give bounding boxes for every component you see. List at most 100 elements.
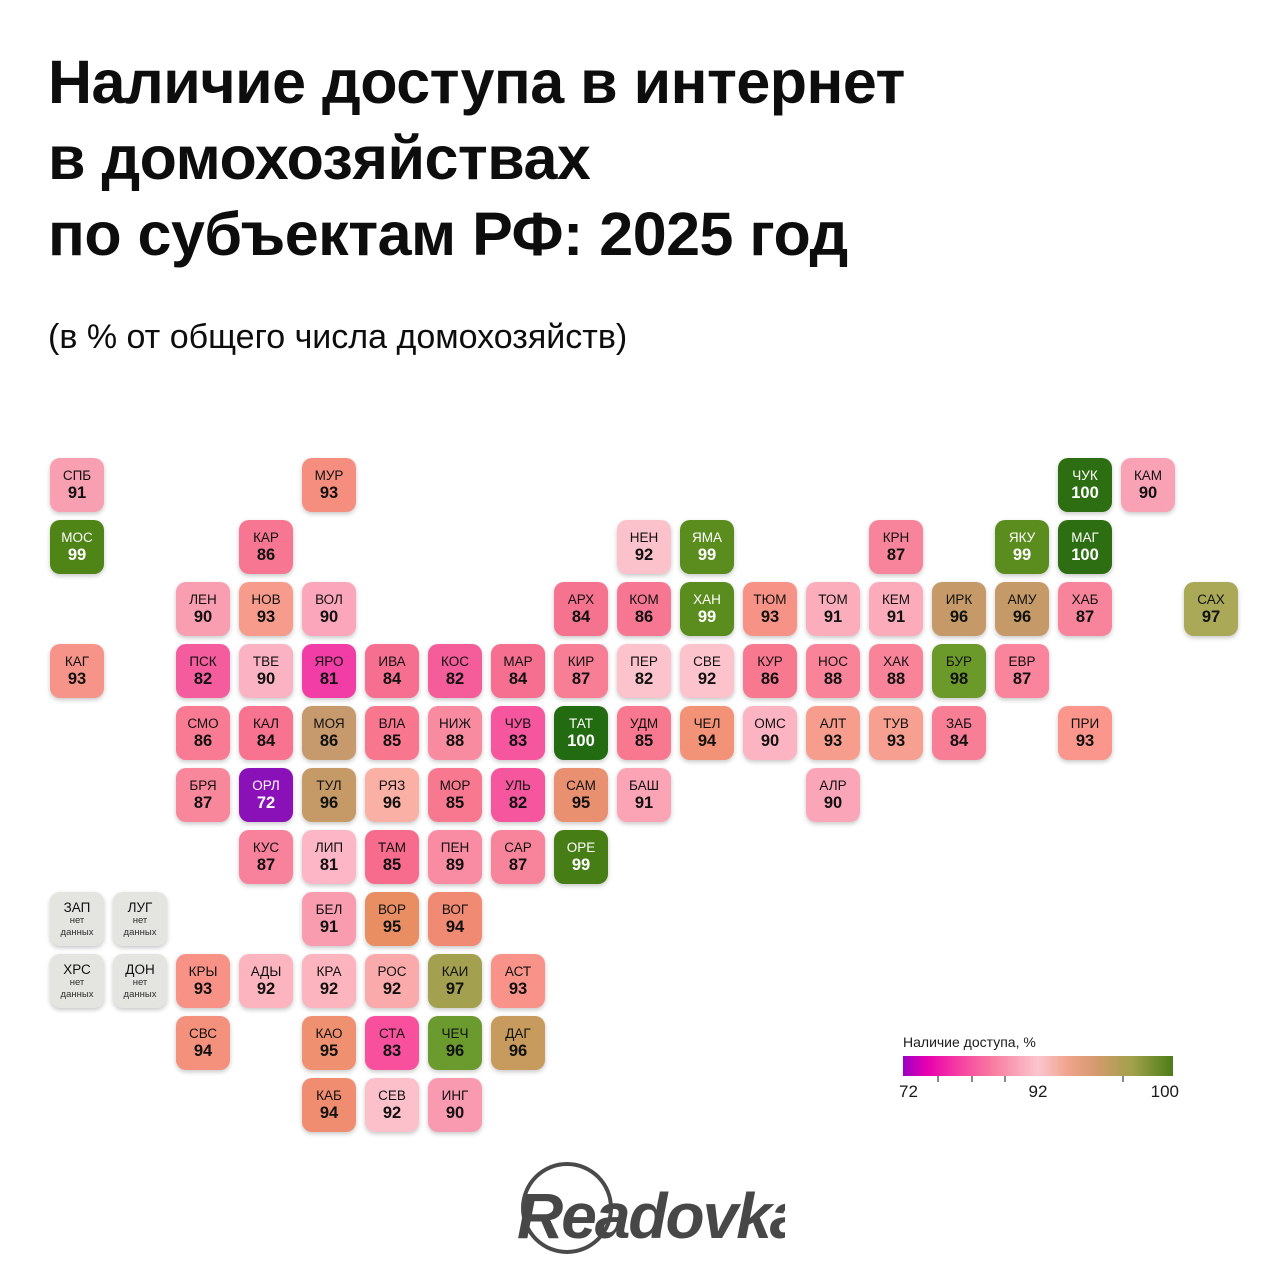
region-code: ЧУК [1072,468,1098,483]
region-code: КУС [252,840,280,855]
region-code: ДОН [125,962,155,977]
region-tile-МОС: МОС 99 [50,520,104,574]
region-tile-ЕВР: ЕВР 87 [995,644,1049,698]
region-value: 82 [193,670,213,688]
region-tile-СМО: СМО 86 [176,706,230,760]
region-code: ЗАБ [945,716,973,731]
region-code: СВС [188,1026,218,1041]
region-tile-ЧЕЧ: ЧЕЧ 96 [428,1016,482,1070]
region-tile-КУС: КУС 87 [239,830,293,884]
region-value: 93 [1075,732,1095,750]
region-value: 95 [571,794,591,812]
region-code: АРХ [567,592,595,607]
region-code: КАМ [1133,468,1163,483]
no-data-label: нет [69,977,85,988]
page-title: Наличие доступа в интернет в домохозяйст… [48,44,1248,272]
page-subtitle: (в % от общего числа домохозяйств) [48,318,628,356]
region-value: 93 [319,484,339,502]
region-value: 96 [949,608,969,626]
region-value: 90 [193,608,213,626]
region-value: 96 [319,794,339,812]
region-code: ВЛА [378,716,406,731]
region-tile-ЗАБ: ЗАБ 84 [932,706,986,760]
region-value: 99 [697,546,717,564]
region-tile-КАМ: КАМ 90 [1121,458,1175,512]
region-tile-ВЛА: ВЛА 85 [365,706,419,760]
region-code: САР [504,840,532,855]
region-code: КОМ [629,592,659,607]
region-code: ТУВ [883,716,909,731]
region-tile-КРЫ: КРЫ 93 [176,954,230,1008]
region-code: ОРЛ [252,778,280,793]
region-code: КАИ [441,964,469,979]
region-code: ПРИ [1070,716,1100,731]
region-tile-ЯКУ: ЯКУ 99 [995,520,1049,574]
region-tile-ТЮМ: ТЮМ 93 [743,582,797,636]
region-value: 96 [382,794,402,812]
region-tile-МОЯ: МОЯ 86 [302,706,356,760]
region-code: МОЯ [313,716,345,731]
region-code: МАГ [1071,530,1099,545]
region-tile-ДОН: ДОН нет данных [113,954,167,1008]
region-tile-ЛУГ: ЛУГ нет данных [113,892,167,946]
region-value: 86 [256,546,276,564]
region-code: КОС [441,654,469,669]
region-code: ПЕР [630,654,658,669]
region-tile-СВЕ: СВЕ 92 [680,644,734,698]
region-tile-АСТ: АСТ 93 [491,954,545,1008]
region-code: СВЕ [693,654,721,669]
region-tile-КИР: КИР 87 [554,644,608,698]
region-code: САМ [566,778,596,793]
region-value: 91 [823,608,843,626]
region-code: ИНГ [441,1088,469,1103]
region-value: 86 [760,670,780,688]
region-tile-АЛР: АЛР 90 [806,768,860,822]
region-code: ЛЕН [189,592,217,607]
region-code: РЯЗ [378,778,406,793]
region-tile-НОС: НОС 88 [806,644,860,698]
region-tile-УЛЬ: УЛЬ 82 [491,768,545,822]
region-value: 87 [193,794,213,812]
region-tile-РЯЗ: РЯЗ 96 [365,768,419,822]
title-line-2: в домохозяйствах [48,124,591,192]
region-value: 94 [445,918,465,936]
region-value: 93 [760,608,780,626]
region-tile-АДЫ: АДЫ 92 [239,954,293,1008]
region-code: ВОЛ [315,592,343,607]
region-value: 87 [508,856,528,874]
region-tile-БРЯ: БРЯ 87 [176,768,230,822]
region-code: ИВА [378,654,406,669]
region-value: 83 [508,732,528,750]
region-tile-ПЕН: ПЕН 89 [428,830,482,884]
region-tile-КАО: КАО 95 [302,1016,356,1070]
region-value: 87 [256,856,276,874]
region-value: 81 [319,856,339,874]
region-value: 86 [319,732,339,750]
region-tile-БЕЛ: БЕЛ 91 [302,892,356,946]
region-value: 82 [445,670,465,688]
region-code: ХАК [883,654,909,669]
region-value: 85 [445,794,465,812]
region-tile-АМУ: АМУ 96 [995,582,1049,636]
region-value: 90 [445,1104,465,1122]
region-value: 87 [886,546,906,564]
region-value: 99 [67,546,87,564]
region-code: МОС [61,530,93,545]
region-tile-ОРЛ: ОРЛ 72 [239,768,293,822]
region-value: 94 [697,732,717,750]
region-code: НОВ [251,592,281,607]
region-value: 99 [1012,546,1032,564]
region-code: ХАН [693,592,721,607]
region-tile-ЧУВ: ЧУВ 83 [491,706,545,760]
region-tile-ВОГ: ВОГ 94 [428,892,482,946]
region-tile-ЗАП: ЗАП нет данных [50,892,104,946]
legend-tick [1004,1076,1007,1082]
region-code: СПБ [62,468,92,483]
region-value: 99 [571,856,591,874]
region-tile-БАШ: БАШ 91 [617,768,671,822]
region-value: 84 [508,670,528,688]
region-code: МОР [439,778,471,793]
region-value: 84 [382,670,402,688]
region-code: БАШ [629,778,659,793]
region-value: 84 [949,732,969,750]
